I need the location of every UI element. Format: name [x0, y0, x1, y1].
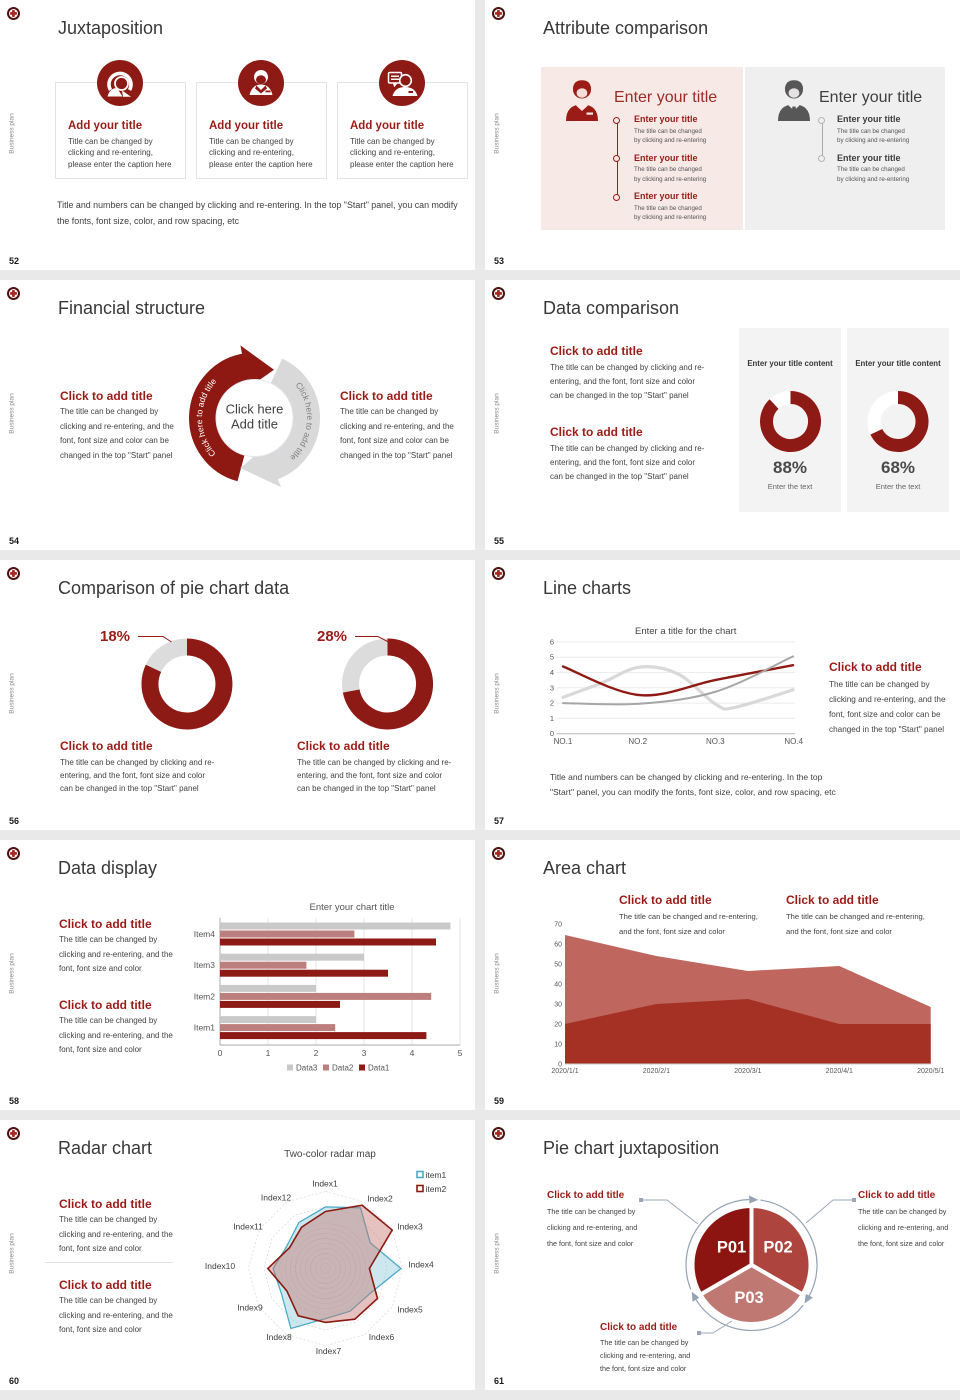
- svg-text:2020/2/1: 2020/2/1: [643, 1068, 670, 1075]
- svg-text:3: 3: [550, 683, 554, 692]
- svg-text:Item4: Item4: [194, 929, 216, 939]
- svg-text:Item3: Item3: [194, 960, 216, 970]
- svg-text:5: 5: [458, 1048, 463, 1058]
- svg-text:Index1: Index1: [312, 1179, 338, 1189]
- svg-text:4: 4: [410, 1048, 415, 1058]
- svg-text:1: 1: [550, 714, 554, 723]
- svg-text:0: 0: [218, 1048, 223, 1058]
- svg-text:2020/4/1: 2020/4/1: [826, 1068, 853, 1075]
- svg-text:30: 30: [554, 1002, 562, 1009]
- svg-text:NO.1: NO.1: [554, 737, 573, 746]
- svg-text:1: 1: [266, 1048, 271, 1058]
- svg-text:Index8: Index8: [266, 1332, 292, 1342]
- svg-text:Data3: Data3: [296, 1064, 318, 1073]
- svg-text:P01: P01: [717, 1239, 746, 1257]
- svg-text:P02: P02: [763, 1239, 792, 1257]
- svg-text:Index7: Index7: [316, 1346, 342, 1356]
- svg-text:2: 2: [314, 1048, 319, 1058]
- svg-text:P03: P03: [734, 1289, 763, 1307]
- svg-text:item2: item2: [426, 1184, 447, 1194]
- svg-text:Index11: Index11: [233, 1222, 263, 1232]
- svg-text:Add title: Add title: [231, 417, 278, 432]
- svg-text:Data2: Data2: [332, 1064, 354, 1073]
- svg-text:2: 2: [550, 699, 554, 708]
- svg-text:Index3: Index3: [397, 1222, 423, 1232]
- svg-text:Index5: Index5: [397, 1305, 423, 1315]
- svg-text:Index6: Index6: [369, 1332, 395, 1342]
- svg-text:Index4: Index4: [408, 1260, 434, 1270]
- svg-text:0: 0: [558, 1062, 562, 1069]
- svg-text:NO.2: NO.2: [628, 737, 647, 746]
- svg-text:40: 40: [554, 982, 562, 989]
- svg-text:item1: item1: [426, 1170, 447, 1180]
- svg-text:5: 5: [550, 653, 554, 662]
- svg-text:60: 60: [554, 942, 562, 949]
- svg-text:2020/5/1: 2020/5/1: [917, 1068, 944, 1075]
- svg-text:6: 6: [550, 637, 554, 646]
- svg-text:4: 4: [550, 668, 554, 677]
- svg-text:2020/1/1: 2020/1/1: [551, 1068, 578, 1075]
- svg-text:Index12: Index12: [261, 1193, 292, 1203]
- svg-text:NO.4: NO.4: [784, 737, 803, 746]
- svg-text:Index10: Index10: [205, 1261, 236, 1271]
- svg-text:Item1: Item1: [194, 1023, 216, 1033]
- svg-text:50: 50: [554, 962, 562, 969]
- svg-text:10: 10: [554, 1042, 562, 1049]
- svg-text:70: 70: [554, 922, 562, 929]
- svg-text:3: 3: [362, 1048, 367, 1058]
- svg-text:Item2: Item2: [194, 991, 216, 1001]
- svg-text:Click here: Click here: [226, 402, 284, 417]
- svg-text:0: 0: [550, 729, 554, 738]
- svg-text:Data1: Data1: [368, 1064, 390, 1073]
- svg-text:2020/3/1: 2020/3/1: [734, 1068, 761, 1075]
- svg-text:Index2: Index2: [367, 1194, 393, 1204]
- svg-text:Index9: Index9: [237, 1303, 263, 1313]
- svg-text:20: 20: [554, 1022, 562, 1029]
- svg-text:NO.3: NO.3: [706, 737, 725, 746]
